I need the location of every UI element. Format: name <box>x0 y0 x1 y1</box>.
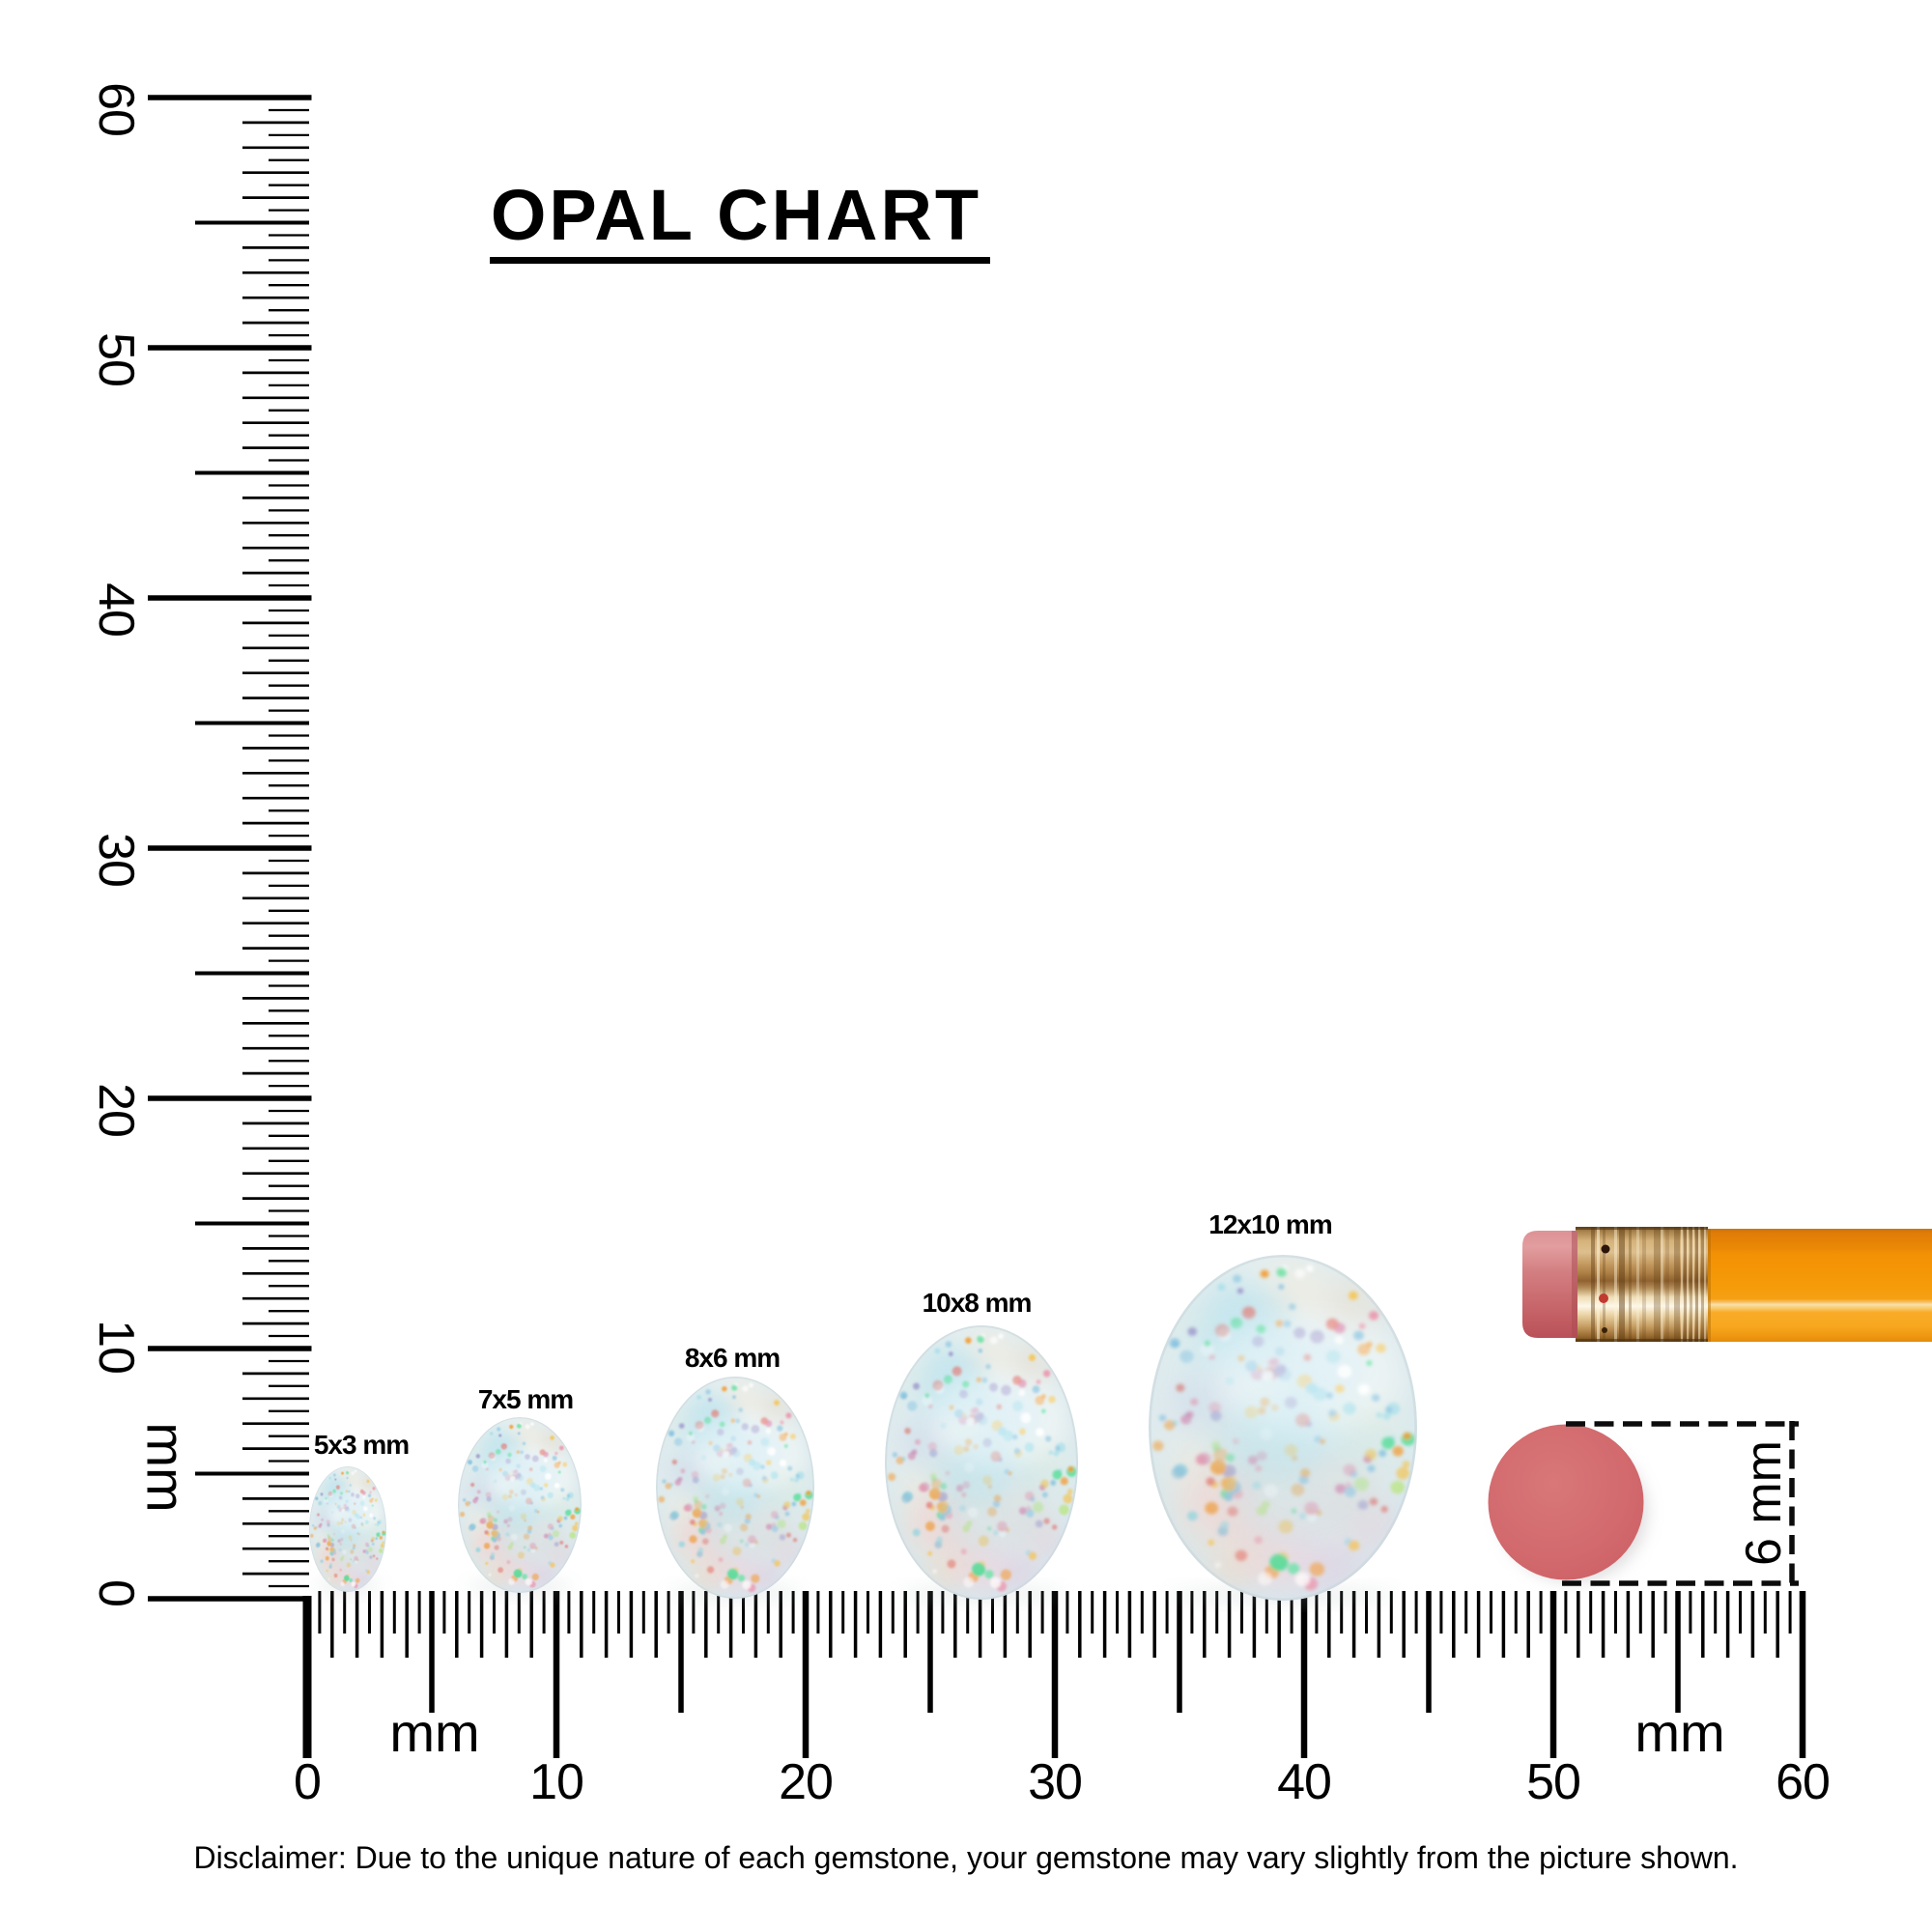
svg-text:mm: mm <box>1634 1702 1724 1763</box>
svg-text:30: 30 <box>88 833 144 887</box>
svg-text:40: 40 <box>1277 1754 1331 1810</box>
svg-text:Disclaimer: Due to the unique: Disclaimer: Due to the unique nature of … <box>194 1840 1739 1875</box>
svg-text:60: 60 <box>1776 1754 1830 1810</box>
svg-text:OPAL CHART: OPAL CHART <box>491 175 981 255</box>
svg-text:mm: mm <box>389 1702 479 1763</box>
svg-text:6 mm: 6 mm <box>1736 1440 1792 1566</box>
svg-text:50: 50 <box>88 332 144 386</box>
svg-text:10: 10 <box>529 1754 583 1810</box>
svg-text:0: 0 <box>294 1754 321 1810</box>
svg-text:20: 20 <box>779 1754 833 1810</box>
svg-text:mm: mm <box>136 1422 197 1512</box>
svg-text:12x10 mm: 12x10 mm <box>1208 1209 1332 1239</box>
svg-text:60: 60 <box>88 82 144 136</box>
svg-text:30: 30 <box>1028 1754 1082 1810</box>
svg-text:0: 0 <box>88 1579 144 1606</box>
svg-text:8x6 mm: 8x6 mm <box>685 1343 780 1373</box>
svg-text:10: 10 <box>88 1320 144 1374</box>
svg-text:5x3 mm: 5x3 mm <box>314 1430 409 1460</box>
svg-text:7x5 mm: 7x5 mm <box>478 1384 573 1414</box>
svg-text:40: 40 <box>88 582 144 637</box>
svg-text:50: 50 <box>1526 1754 1580 1810</box>
svg-text:20: 20 <box>88 1083 144 1137</box>
svg-text:10x8 mm: 10x8 mm <box>923 1288 1032 1318</box>
